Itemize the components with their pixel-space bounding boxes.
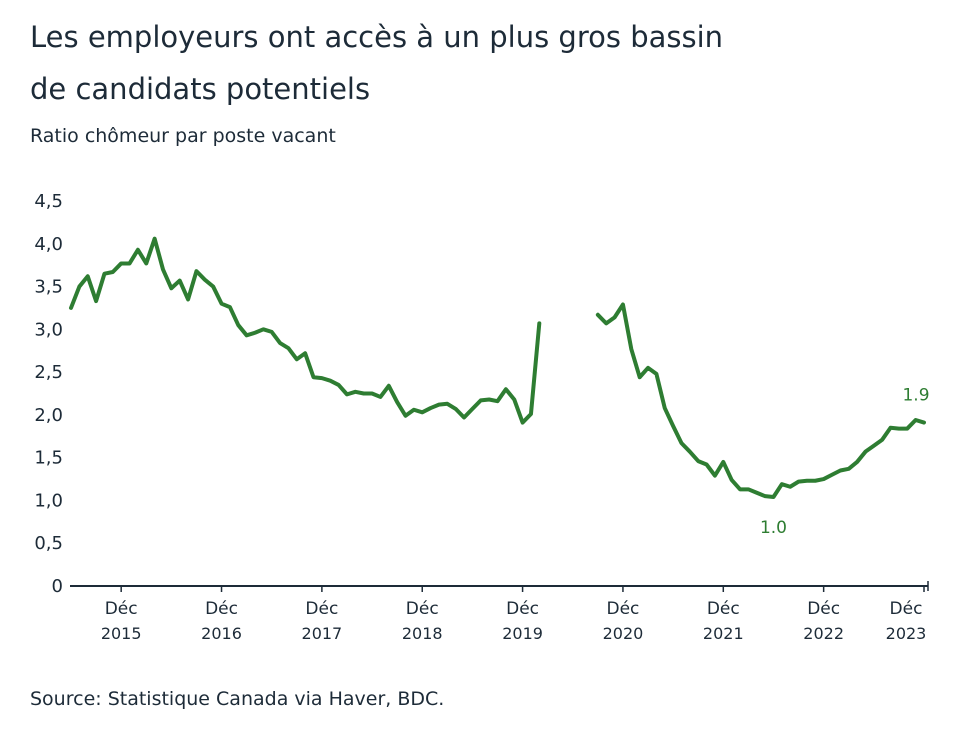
- x-tick-label: Déc: [707, 599, 740, 619]
- x-tick-label: 2021: [703, 624, 744, 643]
- data-line: [69, 236, 926, 500]
- x-tick-label: Déc: [406, 599, 439, 619]
- chart-subtitle: Ratio chômeur par poste vacant: [30, 125, 336, 147]
- y-tick-label: 2,5: [34, 362, 63, 383]
- x-tick-label: 2017: [302, 624, 343, 643]
- y-tick-label: 4,0: [34, 234, 63, 255]
- x-tick-label: 2020: [603, 624, 644, 643]
- x-tick-label: Déc: [506, 599, 539, 619]
- value-label: 1.9: [902, 386, 929, 406]
- x-tick-label: 2018: [402, 624, 443, 643]
- x-tick-label: 2022: [803, 624, 844, 643]
- x-tick-label: Déc: [807, 599, 840, 619]
- x-tick-label: 2019: [502, 624, 543, 643]
- y-tick-label: 4,5: [34, 191, 63, 212]
- y-tick-label: 0: [52, 576, 63, 597]
- x-tick-label: 2023: [886, 624, 927, 643]
- y-tick-label: 3,0: [34, 319, 63, 340]
- y-tick-label: 2,0: [34, 405, 63, 426]
- y-tick-label: 0,5: [34, 533, 63, 554]
- x-tick-label: 2015: [101, 624, 142, 643]
- y-tick-label: 3,5: [34, 277, 63, 298]
- y-tick-label: 1,0: [34, 490, 63, 511]
- chart-title: de candidats potentiels: [30, 72, 370, 106]
- x-tick-label: Déc: [606, 599, 639, 619]
- y-tick-label: 1,5: [34, 448, 63, 469]
- value-label: 1.0: [760, 518, 787, 538]
- x-tick-label: Déc: [105, 599, 138, 619]
- x-tick-label: Déc: [205, 599, 238, 619]
- x-tick-label: Déc: [305, 599, 338, 619]
- chart-title: Les employeurs ont accès à un plus gros …: [30, 20, 723, 54]
- x-tick-label: Déc: [890, 599, 923, 619]
- x-tick-label: 2016: [201, 624, 242, 643]
- source-note: Source: Statistique Canada via Haver, BD…: [30, 688, 444, 710]
